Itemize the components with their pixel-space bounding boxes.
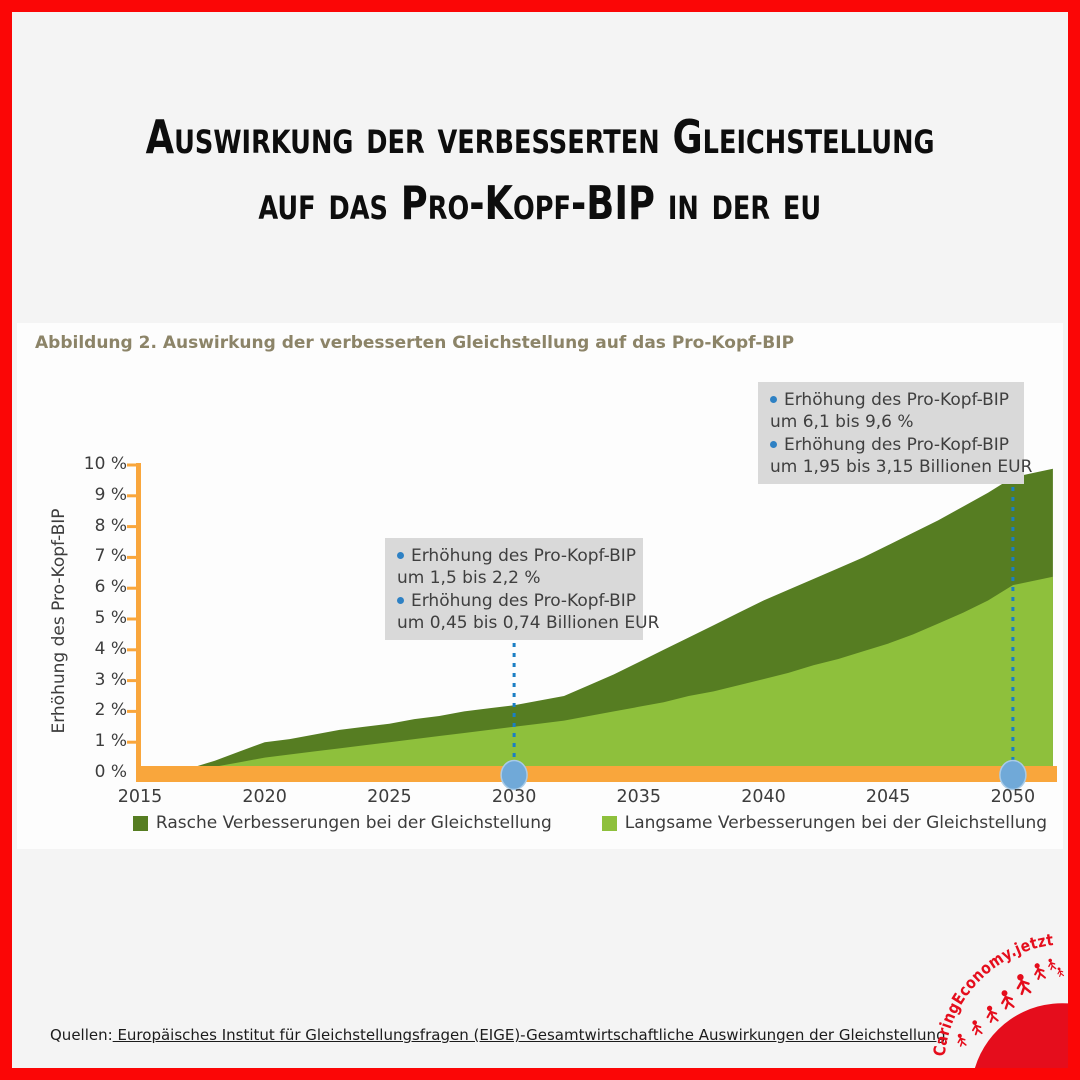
annotation-box-2030: Erhöhung des Pro-Kopf-BIP um 1,5 bis 2,2 … [385,538,659,641]
annotation-box-2050: Erhöhung des Pro-Kopf-BIP um 6,1 bis 9,6 … [758,382,1032,485]
y-tick-label: 2 % [94,700,127,721]
figure-panel: Abbildung 2. Auswirkung der verbesserten… [17,323,1063,849]
logo-person-icon [957,1033,967,1047]
bullet-icon [397,552,404,559]
x-tick-label: 2045 [865,787,911,807]
legend-swatch [132,815,148,831]
page-title: Auswirkung der verbesserten Gleichstellu… [12,104,1068,236]
x-tick-label: 2040 [741,787,786,807]
annotation-row: um 1,95 bis 3,15 Billionen EUR [770,456,1032,478]
x-tick-label: 2020 [242,787,287,807]
legend-item: Langsame Verbesserungen bei der Gleichst… [601,813,1048,833]
y-tick-label: 7 % [94,546,127,567]
y-axis-tick [127,679,137,683]
logo-person-icon [972,1020,983,1036]
x-tick-label: 2035 [616,787,662,807]
y-axis-title: Erhöhung des Pro-Kopf-BIP [49,508,69,734]
y-axis-tick [127,617,137,621]
title-line-2: auf das Pro-Kopf-BIP in der eu [258,176,822,230]
annotation-row: Erhöhung des Pro-Kopf-BIP [397,590,637,612]
y-tick-label: 4 % [94,638,127,659]
logo-person-icon [1048,958,1057,971]
bullet-icon [770,396,777,403]
y-axis-tick [127,525,137,529]
annotation-row: um 0,45 bis 0,74 Billionen EUR [397,612,659,634]
x-tick-label: 2025 [367,787,412,807]
annotation-row: Erhöhung des Pro-Kopf-BIP [397,545,637,567]
annotation-text: Erhöhung des Pro-Kopf-BIP [784,390,1010,410]
annotation-row: Erhöhung des Pro-Kopf-BIP [770,389,1014,411]
figure-caption: Abbildung 2. Auswirkung der verbesserten… [35,333,795,353]
legend-label: Rasche Verbesserungen bei der Gleichstel… [155,813,552,833]
annotation-row: um 6,1 bis 9,6 % [770,411,1014,433]
annotation-row: um 1,5 bis 2,2 % [397,567,633,589]
chart-plot: Erhöhung des Pro-Kopf-BIP Erhöhung des P… [17,323,1063,849]
x-tick-label: 2050 [990,787,1036,807]
area-chart-svg [127,463,1057,791]
annotation-text: um 1,95 bis 3,15 Billionen EUR [770,456,1033,477]
logo-hill-shape [974,1003,1068,1068]
source-link[interactable]: Europäisches Institut für Gleichstellung… [112,1026,946,1044]
y-axis-tick [127,555,137,559]
y-axis-tick [127,709,137,713]
y-tick-label: 3 % [94,669,127,690]
area-series-1 [140,576,1053,773]
logo-person-icon [1016,974,1032,996]
y-axis-tick [127,494,137,498]
x-axis-baseline [137,766,1057,782]
legend: Rasche Verbesserungen bei der Gleichstel… [127,813,1053,833]
logo-person-icon [1001,990,1015,1010]
y-axis-tick [127,586,137,590]
x-tick-label: 2030 [491,787,537,807]
marker-dot [999,759,1027,791]
logo-people-icons [957,958,1065,1047]
y-axis-tick [127,648,137,652]
logo-person-icon [986,1005,999,1023]
logo-person-icon [1057,967,1065,977]
x-tick-label: 2015 [117,787,163,807]
annotation-text: Erhöhung des Pro-Kopf-BIP [411,590,637,611]
legend-item: Rasche Verbesserungen bei der Gleichstel… [132,813,552,833]
logo-svg: CaringEconomy.jetzt [930,930,1068,1068]
y-axis-line [136,463,141,782]
legend-label: Langsame Verbesserungen bei der Gleichst… [624,813,1048,833]
y-tick-label: 9 % [94,484,127,505]
annotation-text: um 6,1 bis 9,6 % [770,412,914,433]
source-note: Quellen: Europäisches Institut für Gleic… [50,1026,946,1044]
y-tick-label: 6 % [94,577,127,598]
logo-person-icon [1034,963,1046,980]
y-axis-tick [127,740,137,744]
y-tick-label: 0 % [94,762,127,782]
title-line-1: Auswirkung der verbesserten Gleichstellu… [145,110,935,164]
annotation-text: um 0,45 bis 0,74 Billionen EUR [397,612,660,633]
annotation-text: um 1,5 bis 2,2 % [397,568,541,589]
y-tick-label: 1 % [94,731,127,752]
annotation-row: Erhöhung des Pro-Kopf-BIP [770,434,1014,456]
source-prefix: Quellen: [50,1026,113,1044]
annotation-text: Erhöhung des Pro-Kopf-BIP [784,434,1010,455]
y-axis-tick [127,463,137,467]
legend-swatch [601,815,617,831]
y-tick-label: 8 % [94,515,127,536]
marker-dot [500,759,528,791]
bullet-icon [770,440,777,448]
y-tick-label: 5 % [94,608,127,628]
y-tick-label: 10 % [83,454,127,474]
annotation-text: Erhöhung des Pro-Kopf-BIP [411,546,637,566]
logo-caring-economy: CaringEconomy.jetzt [916,916,1068,1068]
bullet-icon [397,596,404,604]
